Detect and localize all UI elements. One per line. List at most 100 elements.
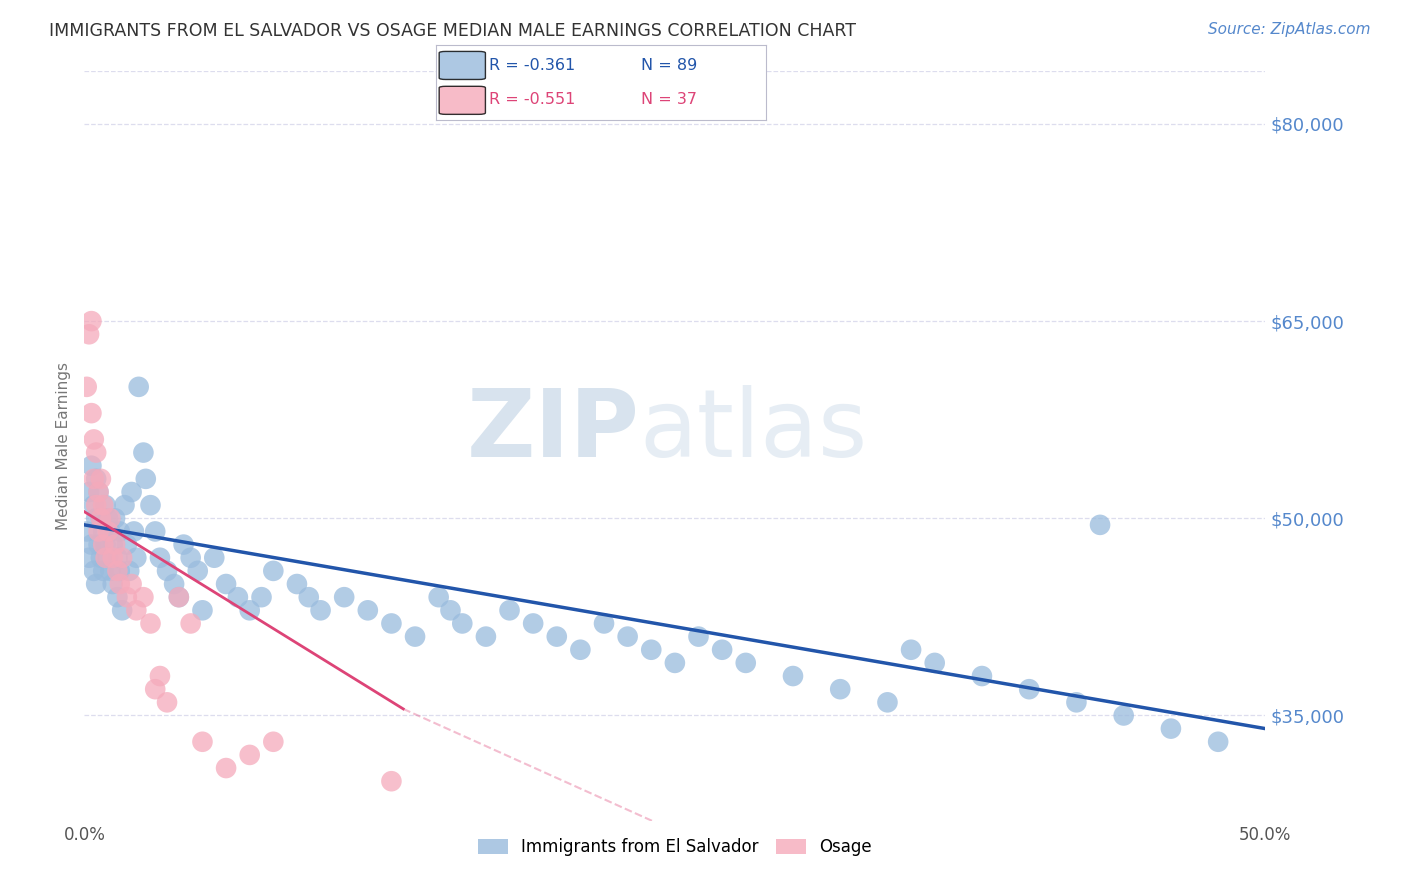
Point [84, 498, 107, 512]
Point [380, 616, 402, 631]
Point [121, 485, 143, 500]
Point [640, 642, 662, 657]
Point [427, 590, 450, 604]
Point [94, 538, 117, 552]
Text: Source: ZipAtlas.com: Source: ZipAtlas.com [1208, 22, 1371, 37]
Point [87, 485, 110, 500]
Point [1018, 682, 1040, 697]
Point [94, 498, 117, 512]
Point [250, 590, 273, 604]
Point [215, 761, 238, 775]
Point [108, 577, 131, 591]
Point [114, 498, 136, 512]
Point [83, 472, 105, 486]
Point [90, 511, 112, 525]
Point [76, 380, 98, 394]
Point [1112, 708, 1135, 723]
Point [143, 524, 166, 539]
Point [97, 511, 120, 525]
FancyBboxPatch shape [439, 52, 485, 79]
Point [711, 642, 734, 657]
Point [104, 538, 127, 552]
Text: ZIP: ZIP [467, 385, 640, 477]
Point [77, 550, 100, 565]
Point [111, 550, 134, 565]
Point [357, 603, 380, 617]
Point [191, 735, 214, 749]
Point [149, 550, 172, 565]
Point [180, 550, 202, 565]
Point [128, 380, 150, 394]
Point [83, 564, 105, 578]
Point [98, 511, 121, 525]
Point [569, 642, 592, 657]
Point [734, 656, 756, 670]
Text: atlas: atlas [640, 385, 868, 477]
Point [80, 458, 103, 473]
Point [522, 616, 544, 631]
Point [84, 472, 107, 486]
Point [239, 747, 262, 762]
Point [333, 590, 356, 604]
Point [876, 695, 898, 709]
Point [108, 524, 131, 539]
Point [90, 511, 112, 525]
Point [80, 406, 103, 420]
Point [107, 590, 129, 604]
Text: IMMIGRANTS FROM EL SALVADOR VS OSAGE MEDIAN MALE EARNINGS CORRELATION CHART: IMMIGRANTS FROM EL SALVADOR VS OSAGE MED… [49, 22, 856, 40]
Point [156, 564, 179, 578]
Point [77, 327, 100, 342]
Point [98, 524, 121, 539]
Point [664, 656, 686, 670]
Point [84, 445, 107, 459]
Point [830, 682, 852, 697]
Point [215, 577, 238, 591]
Point [163, 577, 186, 591]
Point [239, 603, 262, 617]
Point [90, 550, 112, 565]
Point [546, 630, 568, 644]
Point [1206, 735, 1229, 749]
Point [498, 603, 520, 617]
Point [380, 774, 402, 789]
Point [107, 550, 129, 565]
Point [143, 682, 166, 697]
Point [91, 538, 114, 552]
Point [900, 642, 922, 657]
Point [111, 603, 134, 617]
Point [87, 524, 110, 539]
Point [91, 524, 114, 539]
Point [262, 564, 284, 578]
Point [285, 577, 308, 591]
Point [475, 630, 498, 644]
Point [593, 616, 616, 631]
Point [191, 603, 214, 617]
Point [104, 511, 127, 525]
Point [1160, 722, 1182, 736]
Point [180, 616, 202, 631]
Point [156, 695, 179, 709]
Point [91, 498, 114, 512]
Point [97, 524, 120, 539]
Point [122, 524, 145, 539]
Point [187, 564, 209, 578]
Point [101, 577, 124, 591]
Point [107, 564, 129, 578]
Point [115, 590, 138, 604]
Point [149, 669, 172, 683]
Point [309, 603, 332, 617]
Point [439, 603, 461, 617]
Point [87, 485, 110, 500]
Point [80, 314, 103, 328]
Point [125, 550, 148, 565]
Point [132, 590, 155, 604]
Point [135, 472, 157, 486]
Point [167, 590, 190, 604]
Point [87, 538, 110, 552]
Point [101, 550, 124, 565]
Point [90, 472, 112, 486]
Point [1088, 517, 1111, 532]
Point [167, 590, 190, 604]
Text: R = -0.361: R = -0.361 [489, 58, 575, 72]
Text: N = 89: N = 89 [641, 58, 697, 72]
